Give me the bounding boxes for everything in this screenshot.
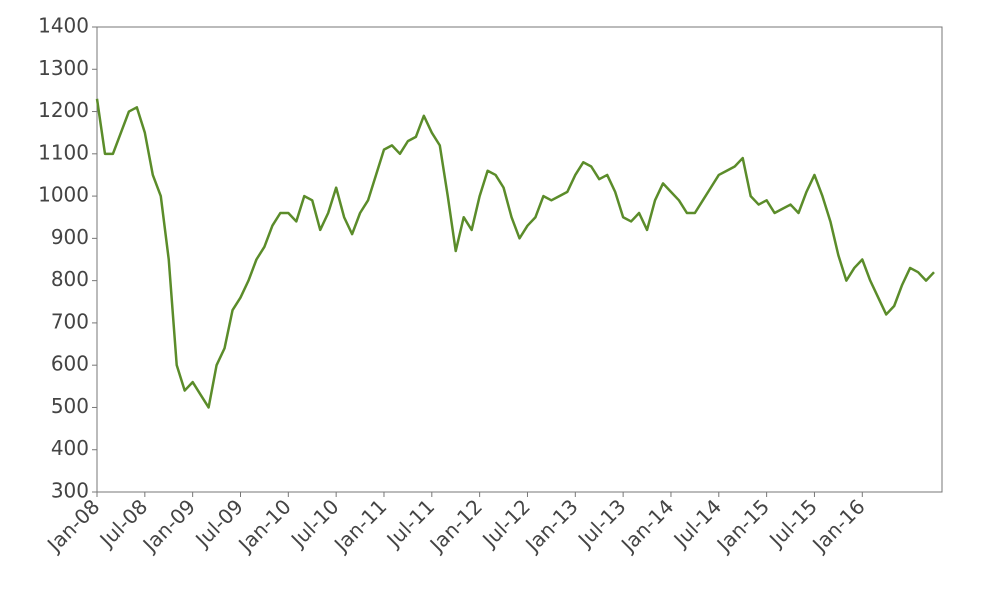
y-tick-label: 1000 [38, 183, 89, 207]
y-tick-label: 800 [51, 267, 89, 291]
x-tick-label: Jan-08 [41, 494, 104, 557]
y-tick-label: 1100 [38, 140, 89, 164]
y-tick-label: 400 [51, 436, 89, 460]
y-tick-label: 900 [51, 225, 89, 249]
x-tick-label: Jan-10 [232, 494, 295, 557]
data-line [95, 98, 935, 409]
x-tick-label: Jan-12 [424, 494, 487, 557]
x-tick-label: Jan-15 [711, 494, 774, 557]
y-tick-label: 1300 [38, 56, 89, 80]
x-tick-label: Jan-11 [328, 494, 391, 557]
y-tick-label: 1200 [38, 98, 89, 122]
y-tick-label: 1400 [38, 14, 89, 38]
y-tick-label: 600 [51, 352, 89, 376]
y-tick-label: 500 [51, 394, 89, 418]
x-tick-label: Jan-16 [806, 494, 869, 557]
plot-frame [96, 26, 943, 493]
y-tick-label: 300 [51, 479, 89, 503]
y-tick-label: 700 [51, 309, 89, 333]
x-tick-label: Jan-13 [519, 494, 582, 557]
x-tick-label: Jan-09 [137, 494, 200, 557]
x-tick-label: Jan-14 [615, 494, 678, 557]
